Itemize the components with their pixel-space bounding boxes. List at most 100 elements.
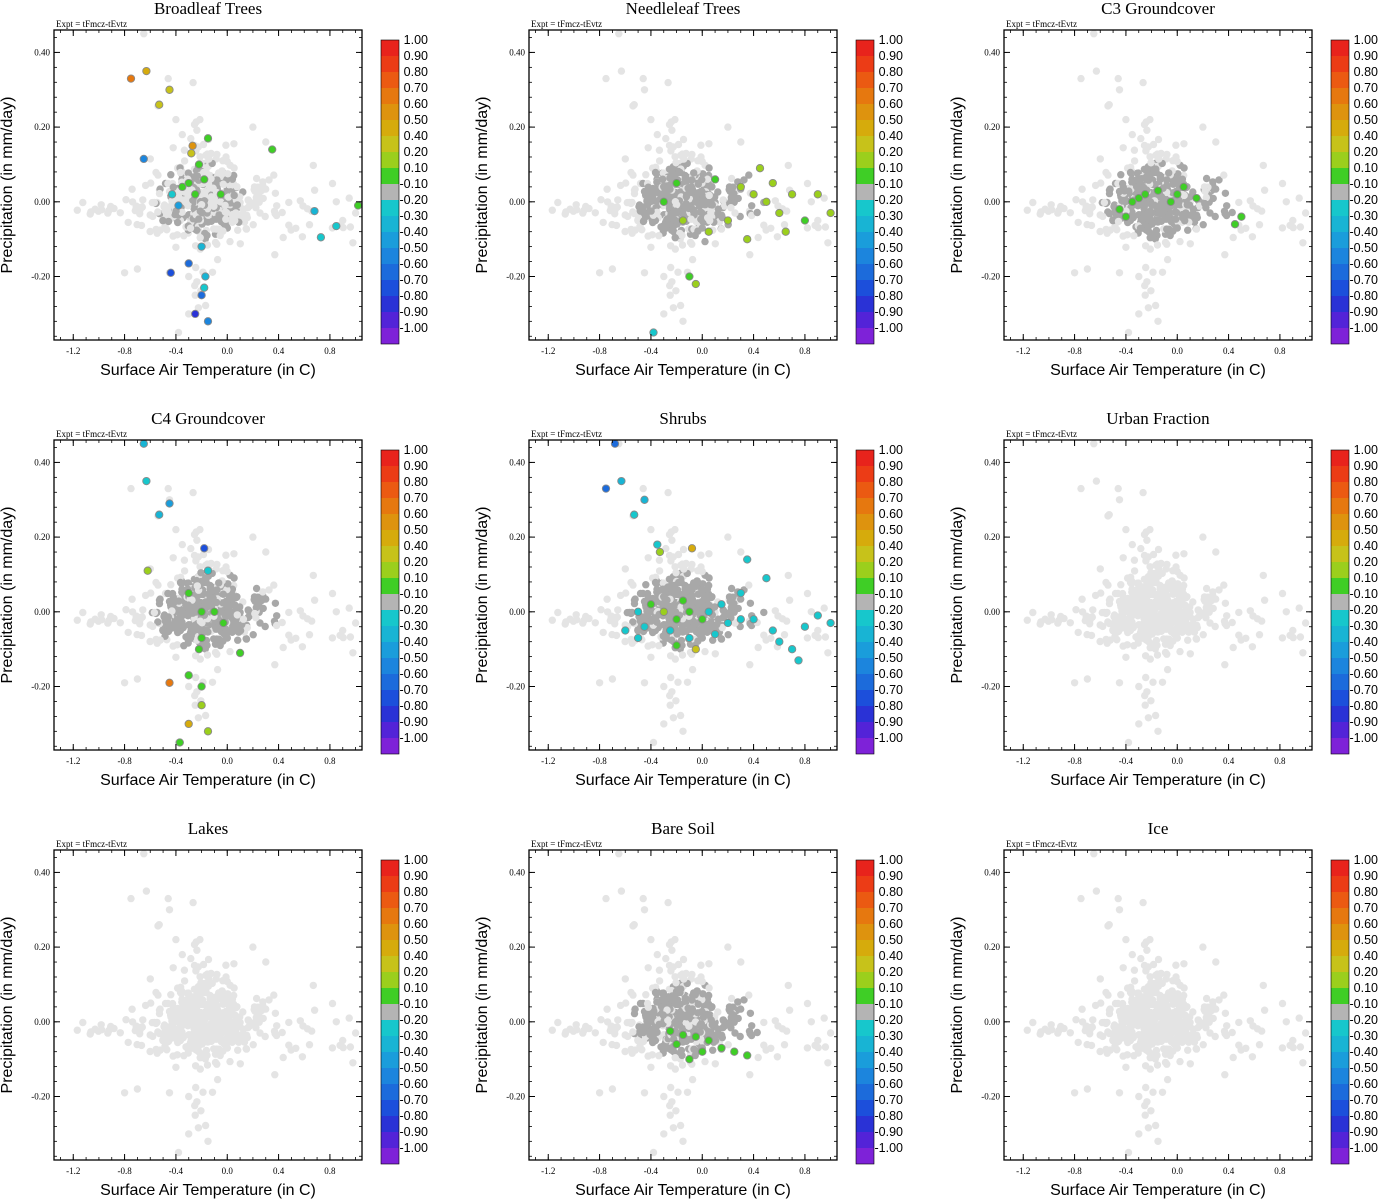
colorbar-label: -0.20 [1350, 603, 1379, 617]
colorbar-swatch [381, 280, 399, 296]
background-point [1149, 268, 1157, 276]
background-point [219, 227, 227, 235]
background-point [746, 251, 754, 259]
colorbar-label: 0.40 [1354, 129, 1378, 143]
active-point [169, 183, 177, 191]
background-point [1143, 126, 1151, 134]
background-point [265, 176, 273, 184]
active-point [1109, 216, 1117, 225]
background-point [784, 161, 792, 170]
background-point [1178, 585, 1187, 593]
panel-title: Lakes [188, 819, 229, 838]
background-point [820, 604, 828, 612]
active-point [1126, 168, 1135, 177]
panel-title: C3 Groundcover [1101, 0, 1215, 18]
colorbar-label: 0.90 [879, 49, 903, 63]
x-axis-label: Surface Air Temperature (in C) [1050, 362, 1266, 379]
colorbar-swatch [1331, 216, 1349, 232]
active-point [650, 187, 658, 195]
background-point [1147, 697, 1155, 705]
colorbar-swatch [856, 104, 874, 120]
background-point [122, 606, 130, 614]
background-point [678, 241, 687, 249]
background-point [1146, 563, 1154, 571]
colorbar-label: 0.10 [879, 571, 903, 585]
y-tick-label: 0.20 [34, 122, 50, 132]
active-point [705, 164, 713, 172]
background-point [1130, 232, 1138, 240]
colorbar-label: -0.30 [1350, 209, 1379, 223]
background-point [554, 608, 562, 617]
background-point [1171, 611, 1179, 620]
background-point [1153, 651, 1162, 659]
background-point [332, 608, 340, 616]
highlight-point [200, 175, 209, 184]
scatter-panel: Urban Fraction Expt = tFmcz-tEvtz -1.2 -0.8… [949, 409, 1378, 789]
active-point [697, 625, 705, 633]
active-point [1143, 226, 1151, 234]
background-point [642, 171, 650, 179]
background-point [180, 567, 189, 575]
background-point [230, 164, 238, 172]
y-tick-label: 0.40 [34, 47, 50, 57]
background-point [1157, 585, 1165, 593]
background-point [1221, 661, 1229, 669]
y-tick-label: -0.20 [506, 682, 525, 692]
background-point [1122, 653, 1130, 661]
colorbar-swatch [856, 530, 874, 546]
active-point [1181, 217, 1189, 225]
background-point [305, 631, 314, 639]
colorbar-label: 0.60 [879, 507, 903, 521]
highlight-point [184, 178, 193, 188]
active-point [256, 619, 264, 627]
background-point [196, 234, 204, 242]
scatter-panel: C3 Groundcover Expt = tFmcz-tEvtz -1.2 -0.8… [949, 0, 1378, 379]
background-point [644, 642, 652, 650]
background-point [1201, 597, 1209, 606]
background-point [169, 554, 177, 562]
background-point [1211, 622, 1219, 631]
active-point [1202, 174, 1211, 183]
background-point [222, 563, 230, 571]
y-tick-label: -0.20 [981, 682, 1000, 692]
background-point [674, 550, 683, 559]
background-point [147, 589, 155, 597]
active-point [697, 215, 705, 223]
background-point [1037, 618, 1045, 626]
background-point [122, 196, 130, 204]
background-point [1301, 619, 1310, 627]
background-point [1199, 123, 1207, 131]
background-point [647, 525, 655, 534]
background-point [178, 208, 186, 216]
colorbar: 1.00 0.90 0.80 0.70 0.60 0.50 0.40 0.20 0.10 -0.1… [855, 33, 903, 345]
y-axis-label: Precipitation (in mm/day) [474, 507, 491, 684]
highlight-point [1166, 197, 1175, 206]
background-point [154, 171, 162, 179]
background-point [298, 643, 307, 651]
colorbar-swatch [381, 296, 399, 312]
highlight-point [197, 682, 206, 691]
active-point [714, 615, 723, 623]
colorbar-swatch [856, 248, 874, 264]
colorbar-label: 0.50 [1354, 523, 1378, 537]
colorbar-label: 0.70 [1354, 491, 1378, 505]
background-point [1278, 179, 1287, 188]
active-point [160, 613, 168, 621]
y-tick-label: -0.20 [506, 272, 525, 282]
background-point [597, 196, 605, 204]
colorbar-label: 0.90 [404, 459, 428, 473]
background-point [1220, 581, 1228, 589]
background-point [1141, 701, 1149, 709]
background-point [1278, 224, 1287, 232]
colorbar-swatch [381, 690, 399, 706]
background-point [602, 74, 610, 83]
active-point [717, 635, 726, 643]
background-point [667, 528, 675, 536]
background-point [1146, 644, 1154, 652]
background-point [1289, 216, 1297, 225]
highlight-point [633, 633, 643, 643]
background-point [153, 639, 161, 647]
background-point [572, 616, 581, 624]
y-axis-label: Precipitation (in mm/day) [0, 97, 16, 274]
background-point [172, 1063, 180, 1072]
